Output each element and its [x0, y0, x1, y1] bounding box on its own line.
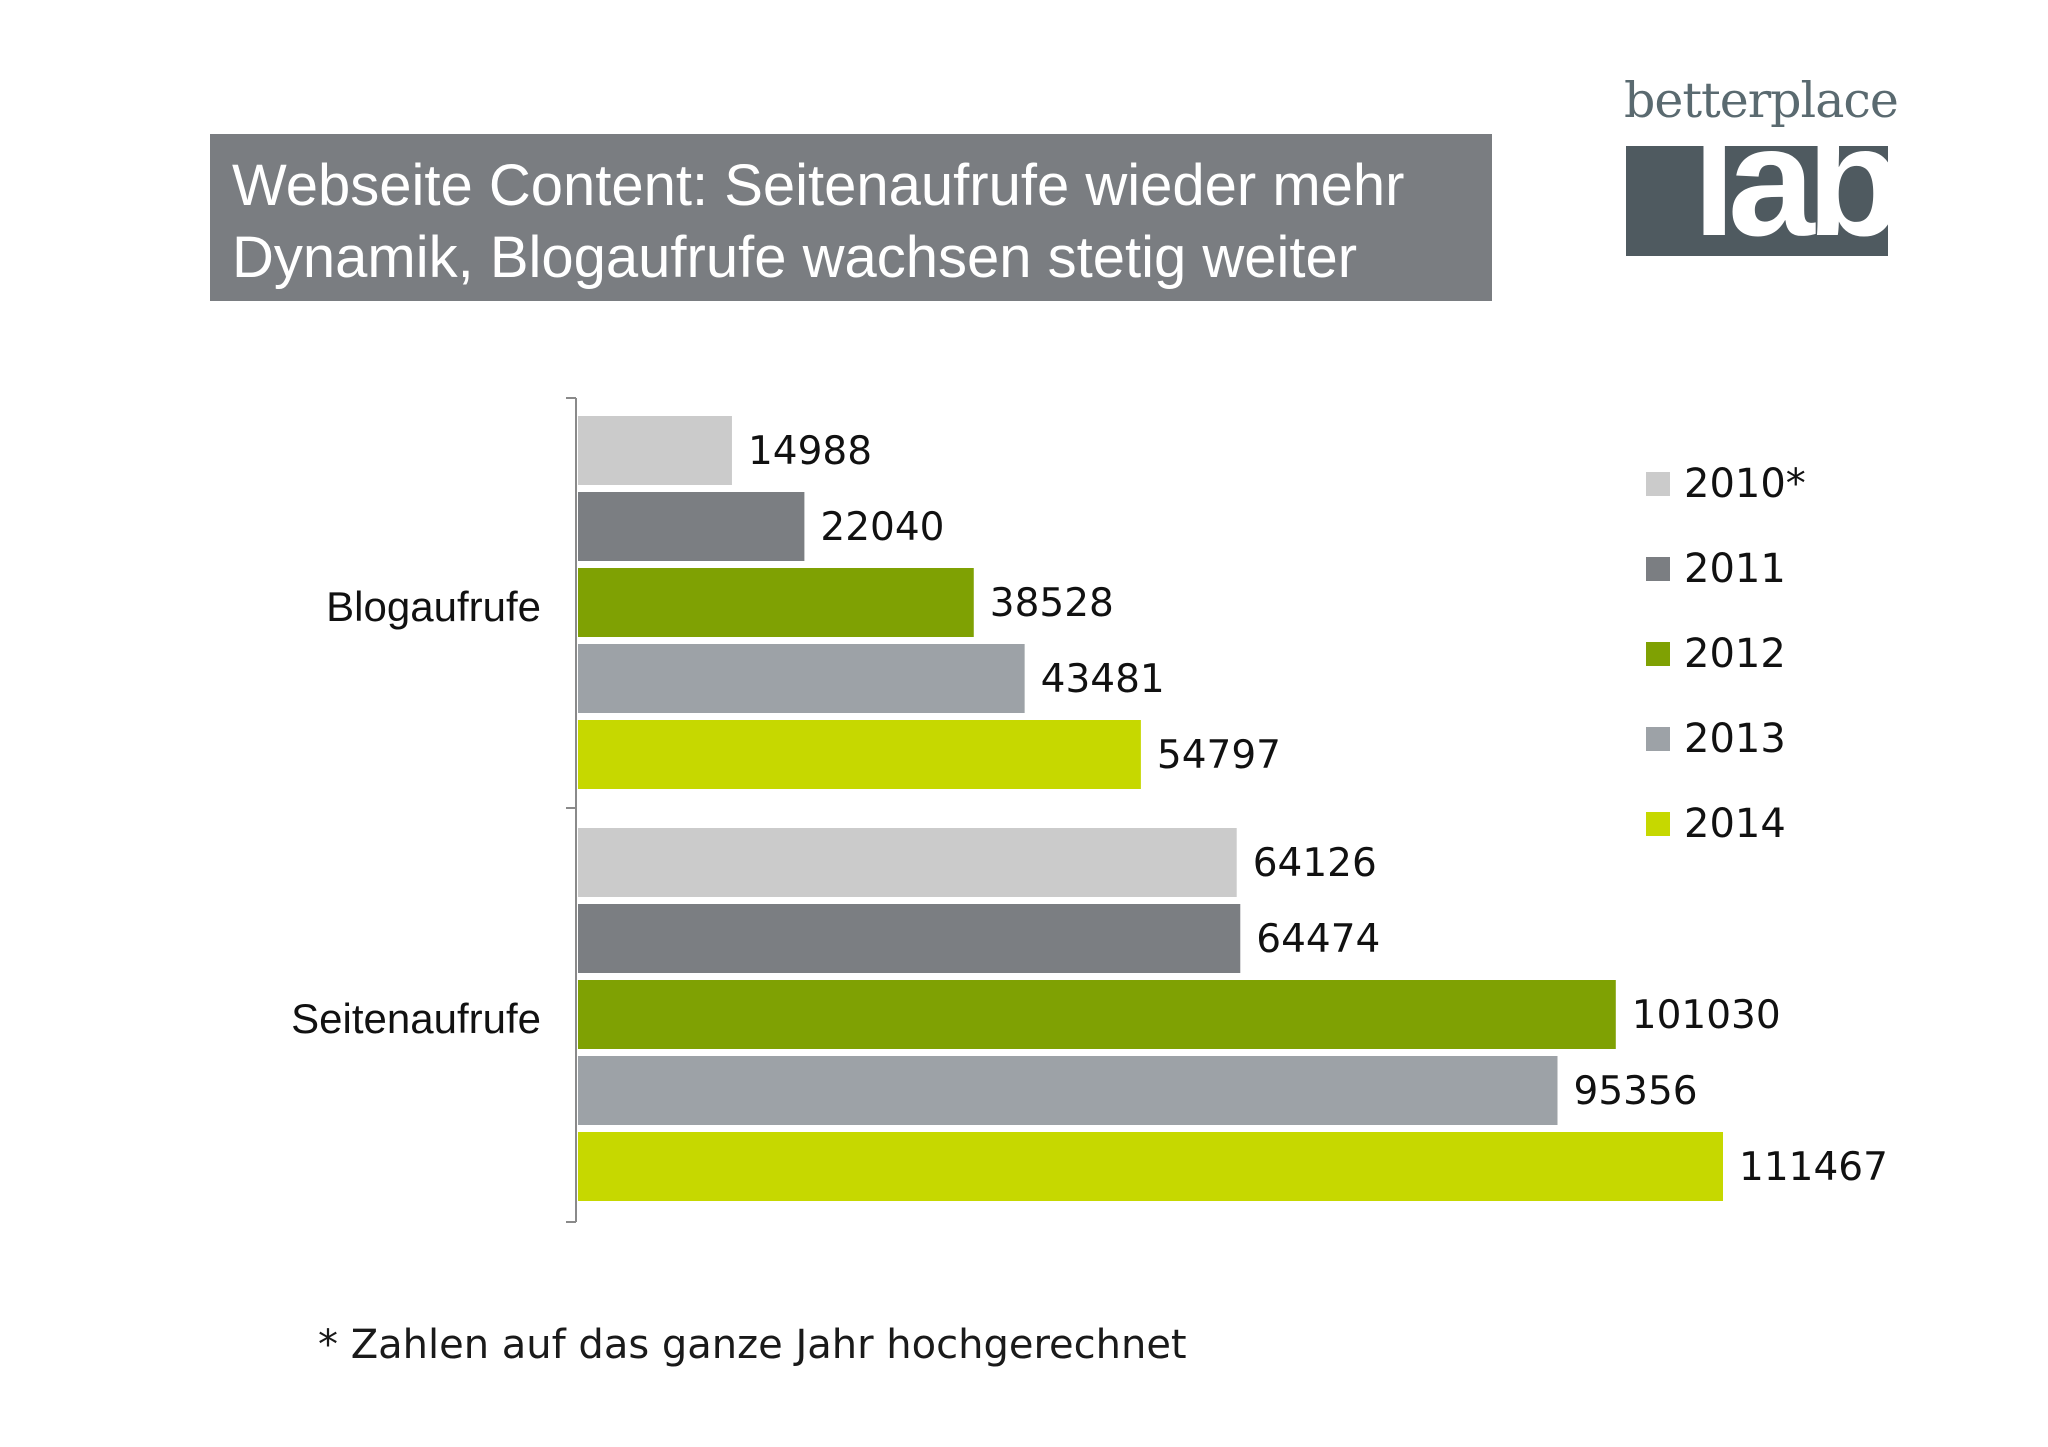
bar-blogaufrufe-2010 [578, 416, 732, 485]
bar-seitenaufrufe-2010 [578, 828, 1237, 897]
legend-label-2014: 2014 [1684, 801, 1786, 847]
legend-label-2011: 2011 [1684, 546, 1786, 592]
bar-blogaufrufe-2014 [578, 720, 1141, 789]
data-label-blogaufrufe-2010: 14988 [748, 429, 872, 474]
data-label-seitenaufrufe-2011: 64474 [1256, 917, 1380, 962]
bar-blogaufrufe-2012 [578, 568, 974, 637]
bar-seitenaufrufe-2014 [578, 1132, 1723, 1201]
bar-blogaufrufe-2013 [578, 644, 1025, 713]
legend-label-2012: 2012 [1684, 631, 1786, 677]
legend-swatch-2011 [1646, 557, 1670, 581]
bar-seitenaufrufe-2011 [578, 904, 1241, 973]
data-label-blogaufrufe-2011: 22040 [820, 505, 944, 550]
bar-seitenaufrufe-2012 [578, 980, 1616, 1049]
legend-label-2013: 2013 [1684, 716, 1786, 762]
data-label-seitenaufrufe-2013: 95356 [1574, 1069, 1698, 1114]
bar-blogaufrufe-2011 [578, 492, 805, 561]
data-label-blogaufrufe-2013: 43481 [1041, 657, 1165, 702]
legend-swatch-2013 [1646, 727, 1670, 751]
data-label-blogaufrufe-2012: 38528 [990, 581, 1114, 626]
legend-swatch-2010 [1646, 472, 1670, 496]
legend-swatch-2014 [1646, 812, 1670, 836]
logo-text: betterplace [1624, 72, 1899, 129]
title-banner: Webseite Content: Seitenaufrufe wieder m… [210, 134, 1492, 301]
data-label-seitenaufrufe-2014: 111467 [1739, 1145, 1888, 1190]
title-line-1: Webseite Content: Seitenaufrufe wieder m… [232, 153, 1405, 218]
bar-seitenaufrufe-2013 [578, 1056, 1558, 1125]
data-label-seitenaufrufe-2012: 101030 [1632, 993, 1781, 1038]
data-label-seitenaufrufe-2010: 64126 [1253, 841, 1377, 886]
legend-label-2010: 2010* [1684, 461, 1806, 507]
category-label-blogaufrufe: Blogaufrufe [326, 583, 541, 630]
category-label-seitenaufrufe: Seitenaufrufe [291, 995, 541, 1042]
title-line-2: Dynamik, Blogaufrufe wachsen stetig weit… [232, 225, 1358, 290]
logo-word: lab [1692, 95, 1902, 269]
data-label-blogaufrufe-2014: 54797 [1157, 733, 1281, 778]
logo-block: lab [1626, 104, 1902, 260]
legend-swatch-2012 [1646, 642, 1670, 666]
footnote: * Zahlen auf das ganze Jahr hochgerechne… [318, 1322, 1187, 1368]
